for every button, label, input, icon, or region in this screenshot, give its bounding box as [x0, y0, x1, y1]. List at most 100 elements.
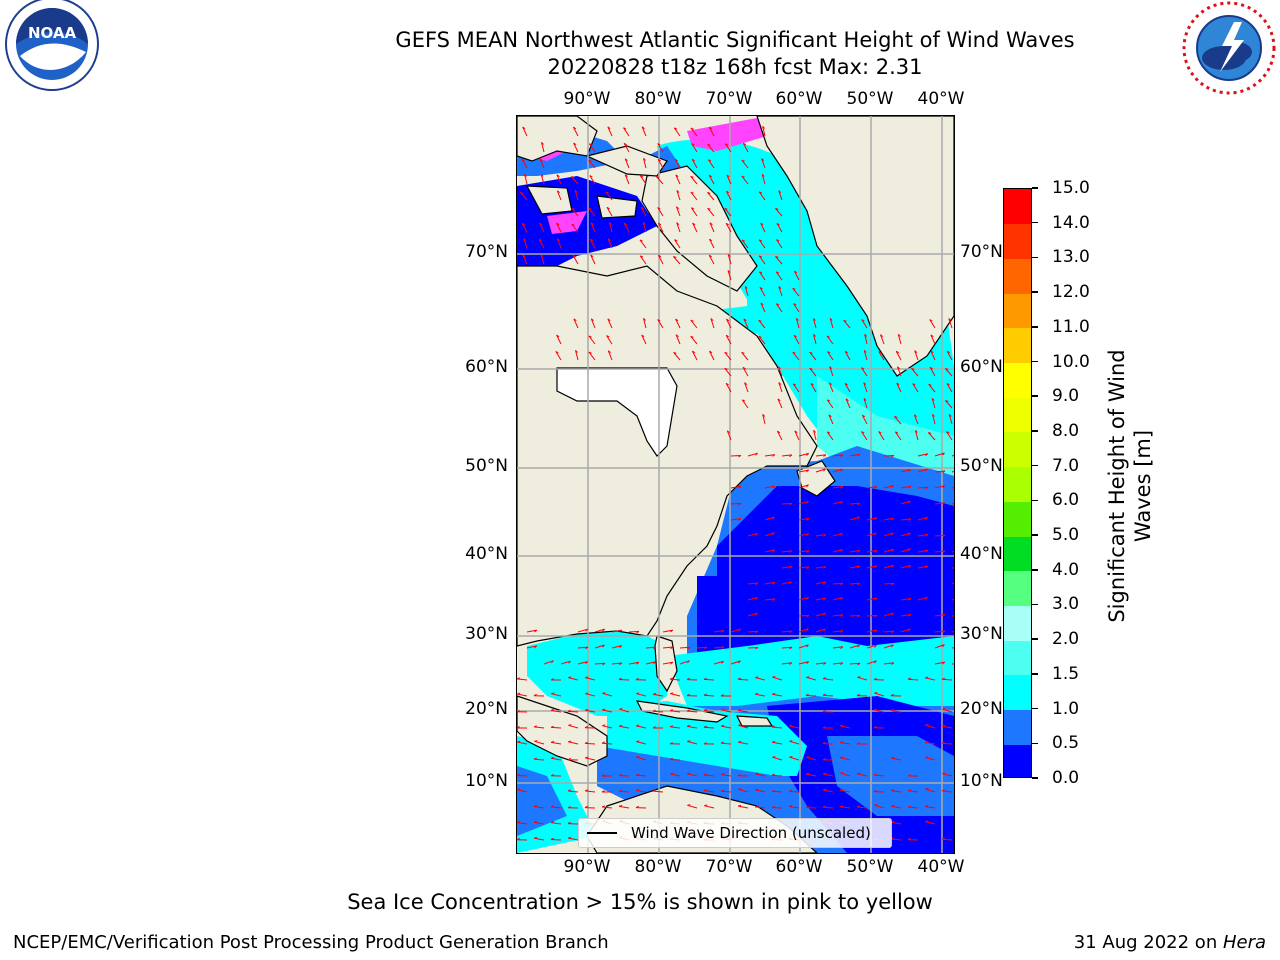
wind-wave-arrow-head	[896, 382, 900, 386]
wind-wave-arrow	[602, 692, 613, 697]
wind-wave-arrow	[776, 239, 783, 249]
wind-wave-arrow-head	[840, 756, 844, 759]
wind-wave-arrow-head	[539, 222, 543, 226]
wind-wave-arrow-head	[862, 414, 866, 418]
nws-logo	[1182, 1, 1276, 95]
wind-wave-arrow-head	[874, 486, 878, 489]
wind-wave-arrow-head	[755, 582, 759, 586]
wind-wave-arrow	[670, 726, 681, 729]
wind-wave-arrow	[793, 303, 800, 313]
wind-wave-arrow-head	[907, 789, 912, 792]
wind-wave-arrow	[526, 645, 537, 649]
wind-wave-arrow-head	[772, 581, 776, 585]
wind-wave-arrow	[645, 646, 657, 649]
wind-wave-arrow	[721, 725, 732, 729]
wind-wave-arrow-head	[776, 303, 780, 306]
wind-wave-arrow	[896, 366, 902, 377]
wind-wave-arrow	[687, 773, 698, 777]
wind-wave-arrow-head	[890, 693, 894, 697]
wind-wave-arrow-head	[857, 615, 861, 618]
wind-wave-arrow	[624, 174, 630, 185]
wind-wave-arrow	[577, 661, 588, 665]
wind-wave-arrow-head	[738, 804, 742, 807]
wind-wave-arrow	[864, 334, 868, 345]
wind-wave-arrow-head	[522, 254, 526, 258]
wind-wave-arrow-head	[806, 628, 809, 632]
wind-wave-arrow	[657, 222, 664, 233]
wind-wave-arrow	[883, 644, 894, 649]
wind-wave-arrow-head	[517, 726, 520, 729]
map-panel[interactable]	[516, 115, 955, 854]
wind-wave-arrow-head	[823, 581, 827, 585]
wind-wave-arrow	[883, 455, 895, 457]
wind-wave-arrow	[951, 631, 954, 633]
wind-wave-arrow	[703, 726, 715, 729]
colorbar-tick	[1032, 534, 1038, 536]
wind-wave-arrow-head	[533, 757, 537, 760]
wind-wave-arrow-head	[568, 740, 572, 743]
wind-wave-arrow-head	[755, 630, 759, 634]
wind-wave-arrow	[703, 694, 715, 697]
wind-wave-arrow	[951, 647, 954, 649]
wind-wave-arrow	[540, 254, 545, 265]
footer-date: 31 Aug 2022 on Hera	[1074, 932, 1266, 953]
wind-wave-arrow-head	[708, 254, 712, 258]
wind-wave-arrow	[704, 774, 715, 777]
wind-wave-arrow	[675, 174, 681, 185]
wind-wave-arrow-head	[857, 502, 861, 506]
wind-wave-arrow-head	[844, 350, 848, 354]
wind-wave-arrow	[951, 598, 954, 601]
wind-wave-arrow	[727, 270, 732, 281]
wind-wave-arrow	[606, 335, 613, 345]
wind-wave-arrow-head	[771, 805, 775, 809]
noaa-logo-text: NOAA	[28, 24, 77, 42]
wind-wave-arrow-head	[806, 518, 810, 521]
wind-wave-arrow	[690, 207, 698, 217]
wind-wave-arrow-head	[642, 222, 646, 225]
wind-wave-arrow	[696, 646, 708, 649]
wind-wave-arrow	[866, 644, 877, 649]
wind-wave-arrow-head	[657, 319, 661, 322]
wind-wave-arrow	[798, 484, 809, 489]
wind-wave-arrow-head	[829, 366, 833, 369]
wind-wave-arrow	[951, 663, 954, 665]
wind-wave-arrow-head	[703, 725, 708, 728]
wind-wave-arrow-head	[758, 239, 763, 242]
wind-wave-arrow-head	[550, 821, 555, 824]
wind-wave-arrow-head	[602, 644, 605, 648]
wind-wave-arrow-head	[911, 367, 915, 370]
wind-wave-arrow	[645, 661, 656, 665]
wind-wave-arrow	[602, 725, 613, 729]
wind-wave-arrow-head	[636, 692, 640, 695]
wind-wave-arrow	[809, 351, 817, 361]
wind-wave-arrow	[772, 756, 783, 761]
wind-wave-arrow-head	[857, 516, 860, 520]
wind-wave-arrow-head	[874, 644, 877, 648]
wind-wave-arrow-head	[686, 724, 691, 727]
wind-wave-arrow-head	[540, 174, 544, 177]
wind-wave-arrow	[764, 516, 775, 521]
wind-wave-arrow-head	[670, 629, 674, 633]
wind-wave-arrow-head	[724, 351, 728, 354]
wind-wave-arrow-head	[914, 350, 918, 353]
wind-wave-arrow	[930, 350, 936, 361]
wind-wave-arrow-head	[823, 534, 827, 537]
wind-wave-arrow-head	[942, 724, 946, 727]
wind-wave-arrow	[652, 790, 664, 793]
wind-wave-arrow-head	[930, 350, 934, 354]
wind-wave-arrow-head	[691, 207, 695, 210]
colorbar-tick-label: 15.0	[1052, 178, 1090, 198]
colorbar-tick-label: 9.0	[1052, 386, 1080, 407]
wind-wave-arrow	[724, 207, 732, 217]
wind-wave-arrow-head	[806, 500, 809, 504]
wind-wave-arrow	[829, 318, 834, 329]
wind-wave-arrow-head	[584, 741, 588, 744]
wind-wave-arrow	[679, 660, 690, 665]
wind-wave-arrow	[764, 532, 775, 537]
wind-wave-arrow	[934, 630, 946, 633]
wind-wave-arrow	[849, 644, 860, 649]
colorbar-tick	[1032, 326, 1038, 328]
wind-wave-arrow-head	[793, 303, 797, 306]
wind-wave-arrow	[798, 566, 809, 569]
wind-wave-arrow-head	[857, 565, 861, 569]
